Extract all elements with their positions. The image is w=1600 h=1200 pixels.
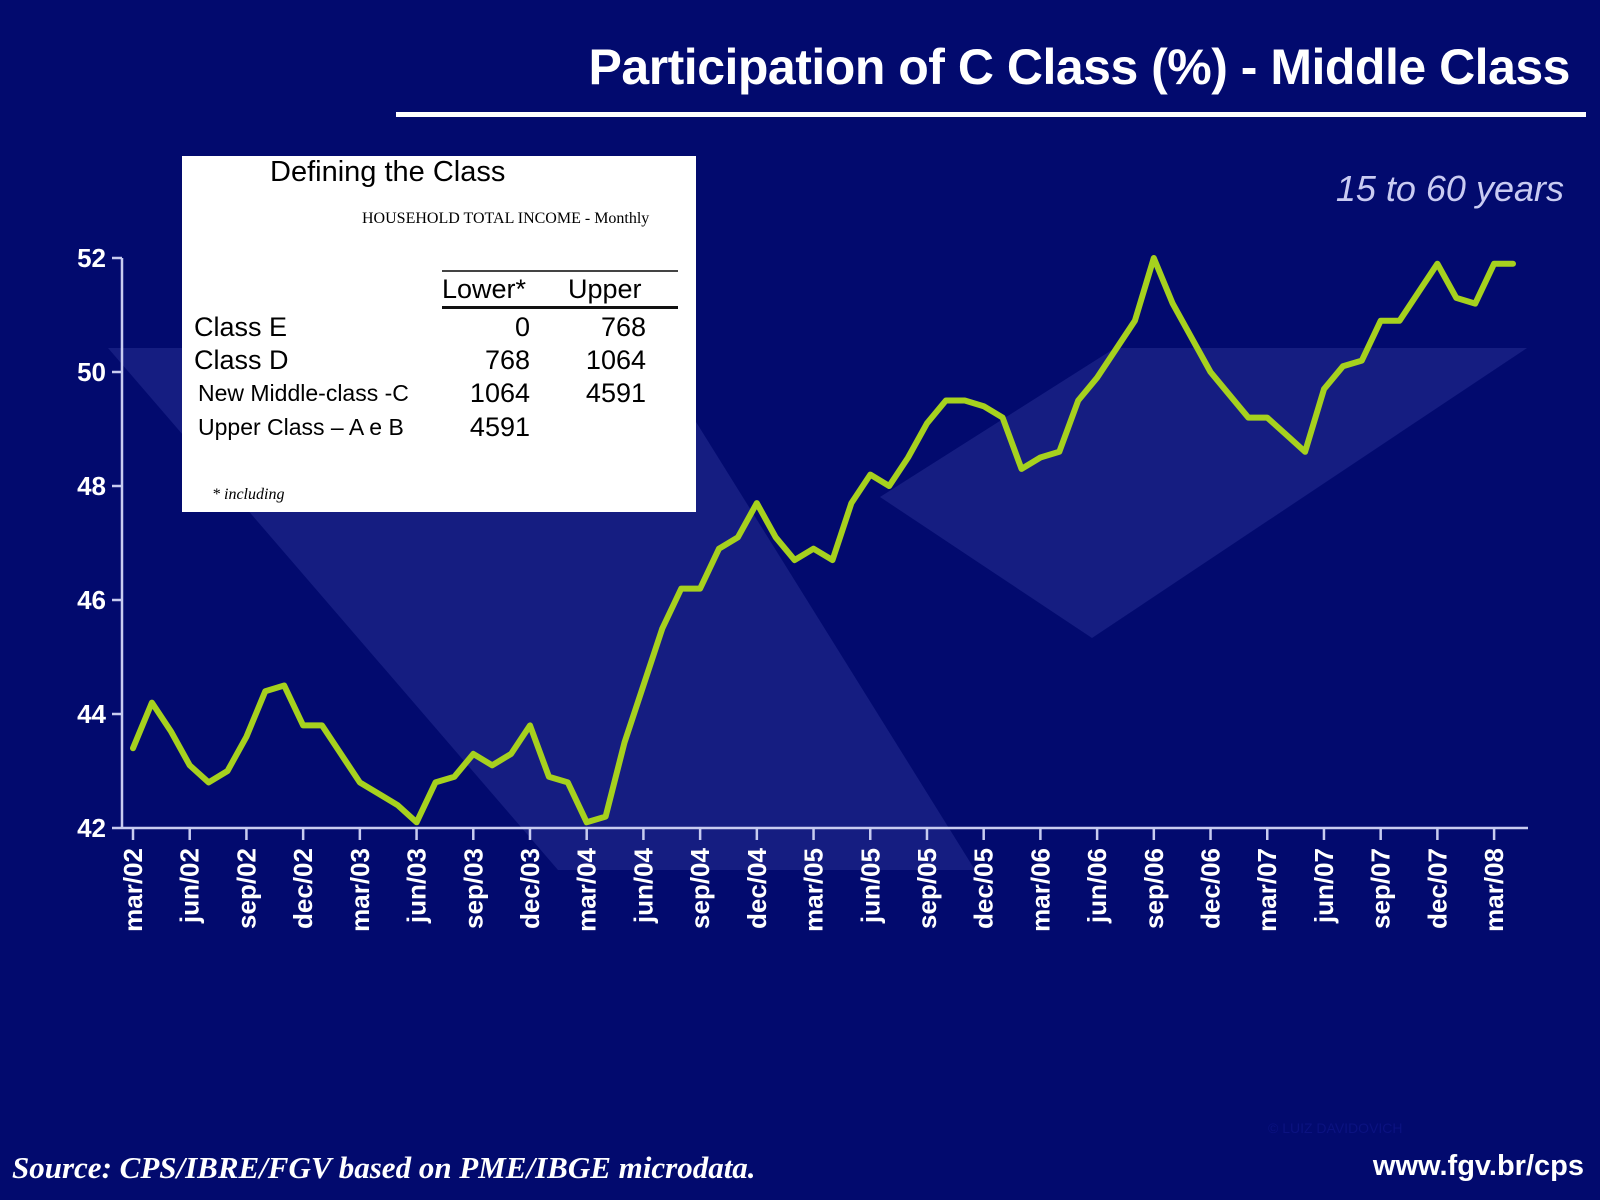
series-line-c-class xyxy=(130,255,1516,826)
x-tick-label: sep/07 xyxy=(1366,848,1396,929)
source-note: Source: CPS/IBRE/FGV based on PME/IBGE m… xyxy=(12,1150,756,1185)
table-header-rule xyxy=(442,306,678,309)
class-definition-table: Defining the Class HOUSEHOLD TOTAL INCOM… xyxy=(182,156,696,512)
row-lower-class-c: 1064 xyxy=(469,378,530,408)
background-shape-right xyxy=(880,348,1527,638)
copyright-text: © LUIZ DAVIDOVICH xyxy=(1268,1120,1403,1136)
x-tick-label: jun/04 xyxy=(628,847,658,924)
x-tick-label: mar/06 xyxy=(1025,848,1055,932)
x-tick-label: dec/05 xyxy=(969,848,999,929)
y-tick-label: 50 xyxy=(77,357,106,387)
x-tick-label: sep/03 xyxy=(458,848,488,929)
x-tick-label: mar/08 xyxy=(1479,848,1509,932)
x-tick-label: sep/02 xyxy=(231,848,261,929)
x-tick-label: jun/05 xyxy=(855,848,885,924)
x-tick-label: mar/02 xyxy=(118,848,148,932)
inset-footnote: * including xyxy=(212,486,285,503)
x-tick-label: dec/04 xyxy=(742,847,772,928)
x-tick-label: dec/06 xyxy=(1196,848,1226,929)
x-tick-label: sep/04 xyxy=(685,847,715,928)
x-tick-label: sep/05 xyxy=(912,848,942,929)
series-group xyxy=(130,255,1516,826)
row-upper-class-c: 4591 xyxy=(585,378,646,408)
table-top-rule xyxy=(442,270,678,272)
x-tick-label: mar/07 xyxy=(1252,848,1282,932)
x-tick-label: mar/04 xyxy=(572,847,602,931)
x-tick-label: mar/03 xyxy=(345,848,375,932)
chart-subtitle: 15 to 60 years xyxy=(1335,168,1564,209)
row-label-class-ab: Upper Class – A e B xyxy=(198,414,404,440)
x-axis-ticks: mar/02 jun/02 sep/02 dec/02 mar/03 jun/03 sep/… xyxy=(118,828,1509,932)
y-tick-label: 46 xyxy=(77,585,106,615)
row-upper-class-d: 1064 xyxy=(585,345,646,375)
row-label-class-e: Class E xyxy=(194,312,288,342)
inset-title: Defining the Class xyxy=(270,156,506,188)
row-lower-class-e: 0 xyxy=(514,312,530,342)
row-label-class-d: Class D xyxy=(194,345,289,375)
row-upper-class-e: 768 xyxy=(600,312,646,342)
x-tick-label: jun/06 xyxy=(1082,848,1112,924)
x-tick-label: dec/03 xyxy=(515,848,545,929)
y-tick-label: 42 xyxy=(77,813,106,843)
row-lower-class-d: 768 xyxy=(484,345,530,375)
x-tick-label: dec/02 xyxy=(288,848,318,929)
row-label-class-c: New Middle-class -C xyxy=(198,380,409,406)
chart-axes xyxy=(120,258,1528,830)
inset-subtitle: HOUSEHOLD TOTAL INCOME - Monthly xyxy=(362,210,650,227)
y-tick-label: 44 xyxy=(77,699,106,729)
y-tick-label: 48 xyxy=(77,471,106,501)
x-tick-label: dec/07 xyxy=(1422,848,1452,929)
page-title: Participation of C Class (%) - Middle Cl… xyxy=(588,39,1571,95)
title-divider xyxy=(396,112,1586,117)
column-header-lower: Lower* xyxy=(442,274,527,304)
x-tick-label: jun/07 xyxy=(1309,848,1339,924)
column-header-upper: Upper xyxy=(568,274,642,304)
x-tick-label: mar/05 xyxy=(799,848,829,932)
y-axis-ticks: 42 44 46 48 50 52 xyxy=(77,243,122,843)
row-lower-class-ab: 4591 xyxy=(469,412,530,442)
source-url: www.fgv.br/cps xyxy=(1372,1150,1584,1182)
x-tick-label: sep/06 xyxy=(1139,848,1169,929)
y-tick-label: 52 xyxy=(77,243,106,273)
x-tick-label: jun/02 xyxy=(175,848,205,924)
x-tick-label: jun/03 xyxy=(402,848,432,924)
